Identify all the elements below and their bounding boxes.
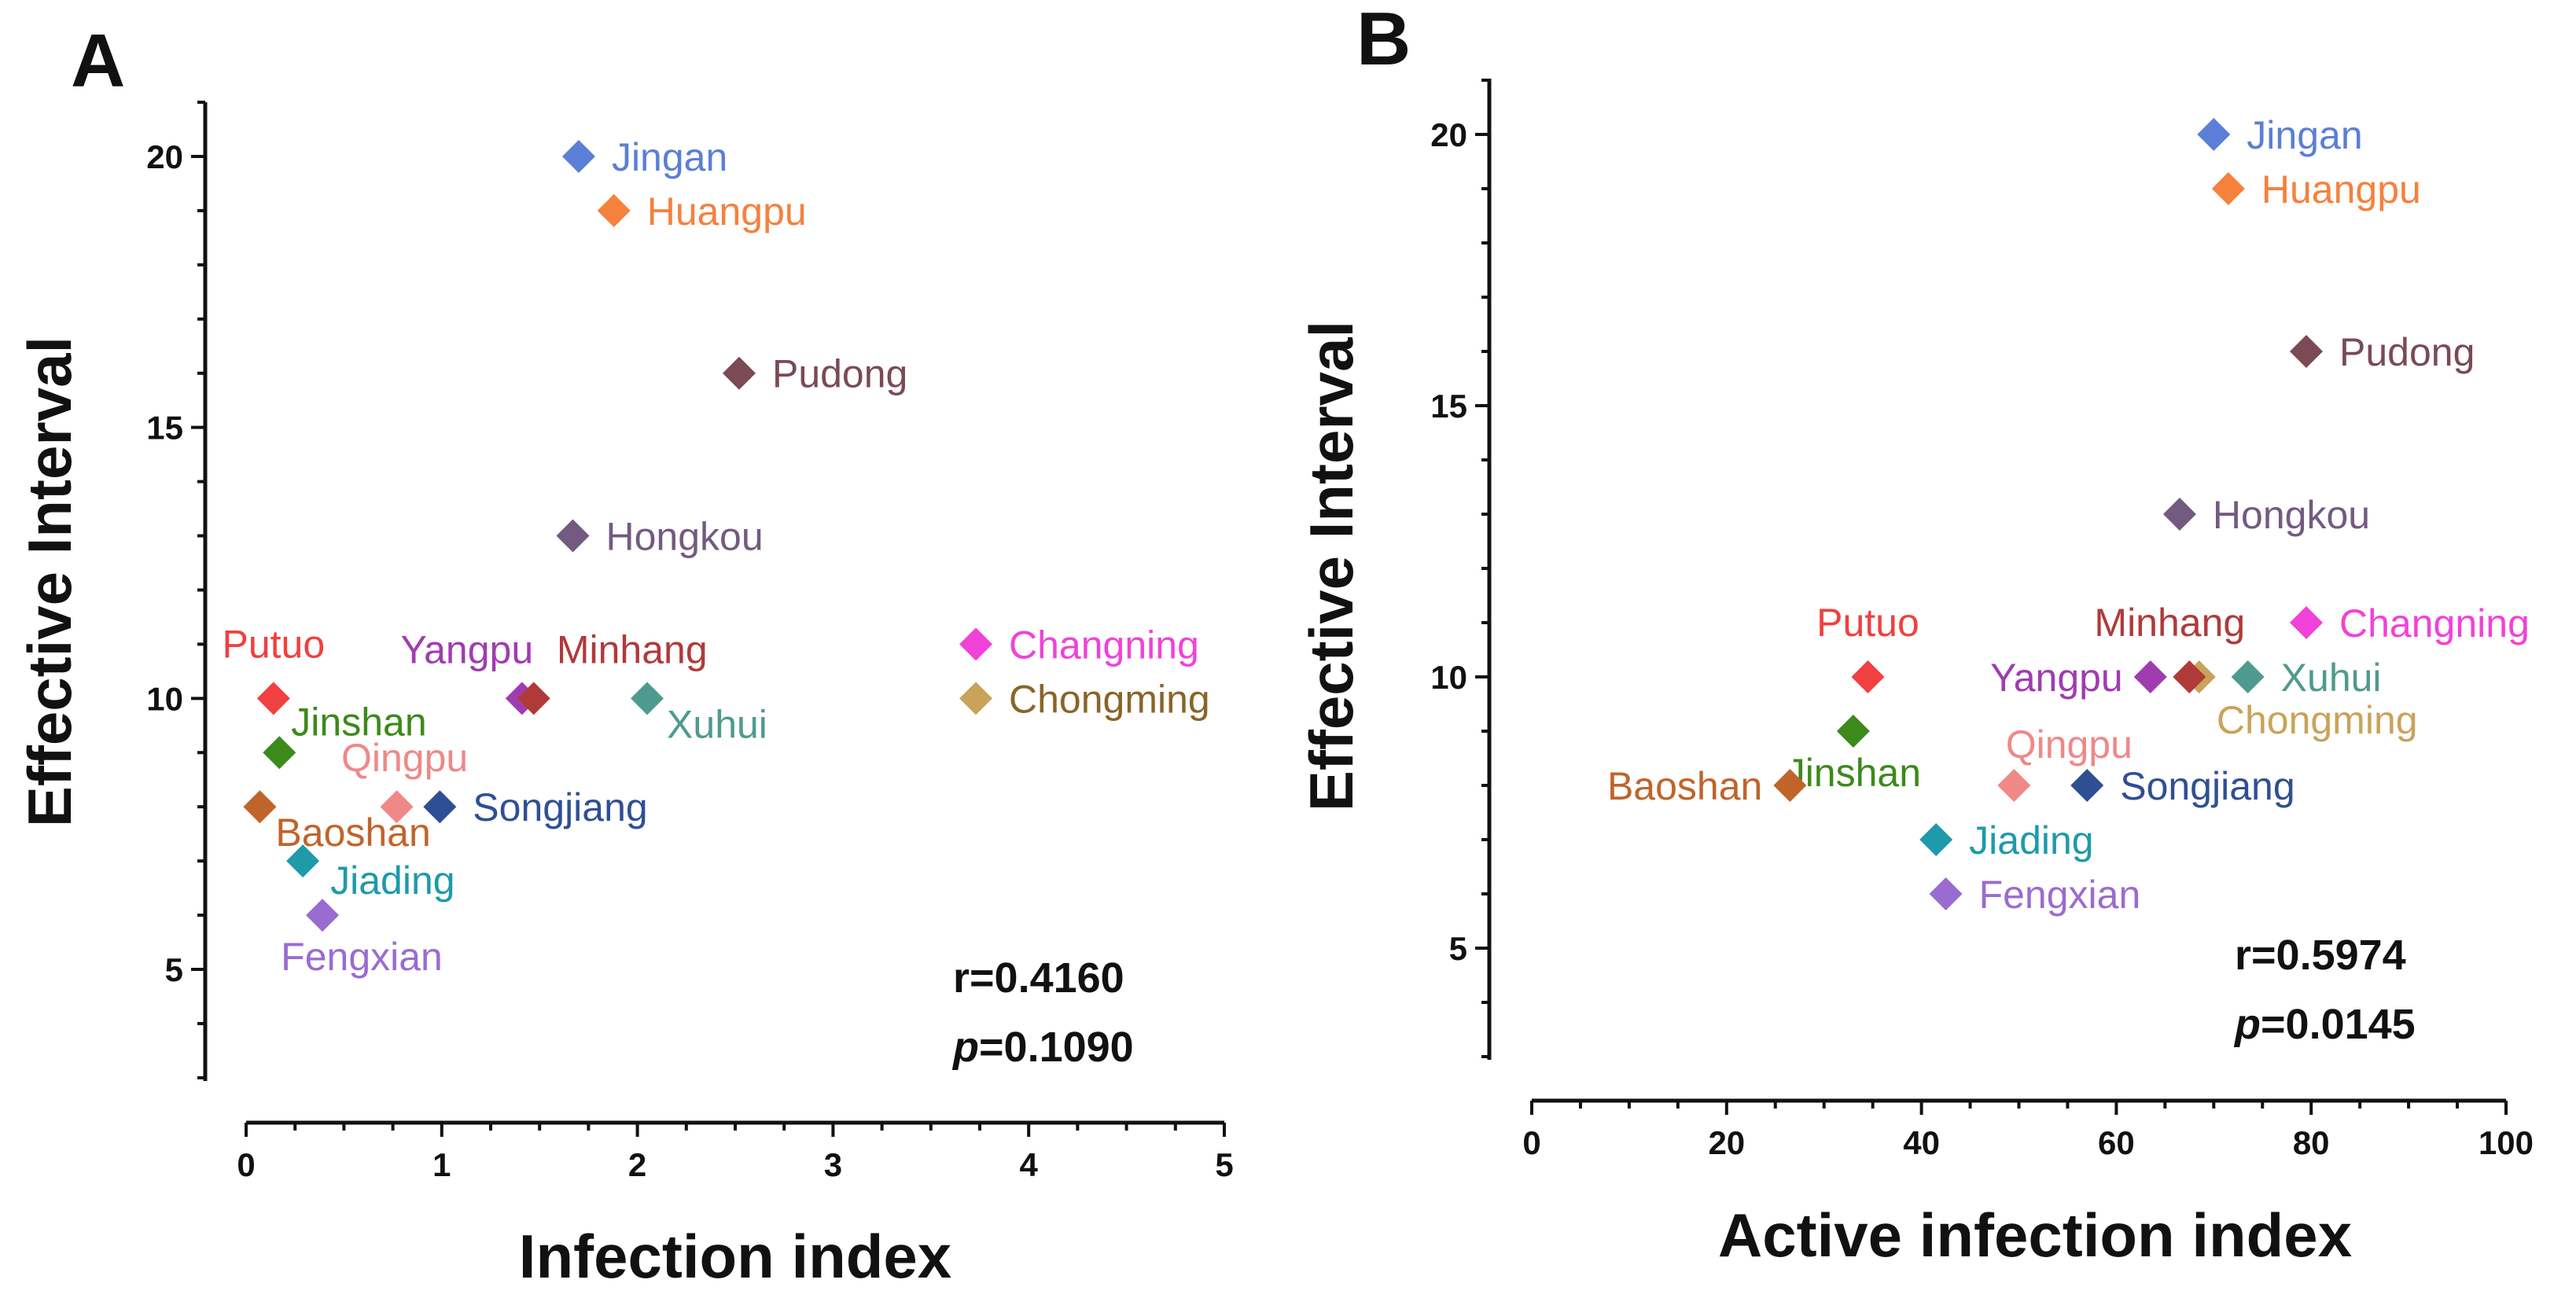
y-tick-label: 5 xyxy=(1449,930,1467,967)
panel-label: B xyxy=(1356,0,1411,81)
x-tick-label: 3 xyxy=(824,1146,842,1183)
data-point-minhang xyxy=(2173,660,2206,693)
point-label-hongkou: Hongkou xyxy=(605,515,763,559)
y-axis-title: Effective Interval xyxy=(15,336,84,827)
y-tick-label: 20 xyxy=(1430,116,1467,153)
point-label-changning: Changning xyxy=(2339,601,2530,645)
point-label-putuo: Putuo xyxy=(1816,601,1919,645)
data-point-huangpu xyxy=(597,193,631,227)
data-point-qingpu xyxy=(380,790,414,824)
x-tick-label: 80 xyxy=(2293,1124,2330,1161)
data-point-changning xyxy=(2290,606,2324,639)
data-point-xuhui xyxy=(2231,660,2265,693)
point-label-fengxian: Fengxian xyxy=(281,935,443,979)
x-tick-label: 4 xyxy=(1020,1146,1039,1183)
x-axis-title: Active infection index xyxy=(1718,1201,2352,1270)
data-point-qingpu xyxy=(1997,769,2031,802)
point-label-songjiang: Songjiang xyxy=(473,785,647,829)
panel-b: B 5 10 15 20 0 20 40 60 80 100 Active infection ind… xyxy=(1297,0,2534,1270)
point-label-jinshan: Jinshan xyxy=(1786,751,1921,795)
point-label-jiading: Jiading xyxy=(1969,818,2093,862)
data-point-songjiang xyxy=(2070,769,2104,802)
point-label-minhang: Minhang xyxy=(2094,601,2245,645)
panel-label: A xyxy=(71,19,125,103)
p-symbol: p xyxy=(2233,1001,2261,1048)
data-point-pudong xyxy=(2290,335,2324,368)
point-label-yangpu: Yangpu xyxy=(400,627,533,671)
point-label-huangpu: Huangpu xyxy=(647,189,807,233)
x-tick-label: 100 xyxy=(2478,1124,2534,1161)
data-point-hongkou xyxy=(2162,498,2196,531)
point-label-pudong: Pudong xyxy=(772,352,907,396)
panel-a: A 5 10 15 20 0 1 2 3 4 5 Infection index Effective I… xyxy=(15,19,1234,1291)
x-tick-label: 1 xyxy=(432,1146,451,1183)
point-label-xuhui: Xuhui xyxy=(667,702,767,746)
point-label-jingan: Jingan xyxy=(2247,113,2362,157)
y-tick-label: 20 xyxy=(146,138,183,175)
data-point-putuo xyxy=(256,682,290,715)
data-point-jingan xyxy=(2197,118,2231,151)
x-axis-title: Infection index xyxy=(519,1222,951,1291)
point-label-xuhui: Xuhui xyxy=(2281,656,2382,700)
x-tick-label: 5 xyxy=(1215,1146,1233,1183)
point-label-jiading: Jiading xyxy=(330,859,454,903)
point-label-chongming: Chongming xyxy=(1009,677,1210,721)
x-tick-label: 40 xyxy=(1903,1124,1940,1161)
data-point-jingan xyxy=(561,140,595,173)
y-axis-title: Effective Interval xyxy=(1297,321,1366,811)
y-tick-label: 15 xyxy=(1430,388,1467,425)
data-point-jiading xyxy=(1919,823,1953,856)
data-point-xuhui xyxy=(631,682,664,715)
x-tick-label: 20 xyxy=(1708,1124,1745,1161)
point-label-songjiang: Songjiang xyxy=(2120,764,2294,808)
data-point-minhang xyxy=(517,682,550,715)
x-tick-label: 0 xyxy=(1522,1124,1540,1161)
data-point-yangpu xyxy=(2133,660,2167,693)
data-point-chongming xyxy=(959,682,993,715)
y-tick-label: 15 xyxy=(146,410,183,447)
correlation-r: r=0.5974 xyxy=(2235,932,2406,979)
p-value: p=0.0145 xyxy=(2233,1001,2416,1048)
data-point-putuo xyxy=(1851,660,1885,693)
point-label-hongkou: Hongkou xyxy=(2213,493,2370,537)
p-symbol: p xyxy=(951,1024,979,1071)
point-label-baoshan: Baoshan xyxy=(1607,764,1762,808)
point-label-jinshan: Jinshan xyxy=(291,700,426,744)
data-point-fengxian xyxy=(306,899,340,932)
data-point-hongkou xyxy=(556,519,590,553)
x-tick-label: 2 xyxy=(628,1146,646,1183)
y-tick-label: 5 xyxy=(165,951,183,988)
point-label-qingpu: Qingpu xyxy=(2006,723,2133,767)
x-tick-label: 0 xyxy=(237,1146,255,1183)
point-label-jingan: Jingan xyxy=(612,135,727,179)
point-label-pudong: Pudong xyxy=(2339,330,2475,374)
data-point-songjiang xyxy=(423,790,457,824)
data-point-huangpu xyxy=(2211,172,2245,205)
y-tick-label: 10 xyxy=(1430,659,1467,696)
correlation-r: r=0.4160 xyxy=(953,954,1124,1002)
y-tick-label: 10 xyxy=(146,680,183,717)
p-value-number: =0.0145 xyxy=(2261,1001,2416,1048)
point-label-fengxian: Fengxian xyxy=(1979,873,2141,917)
p-value-number: =0.1090 xyxy=(979,1024,1134,1071)
point-label-qingpu: Qingpu xyxy=(341,736,468,780)
point-label-chongming: Chongming xyxy=(2217,698,2418,742)
data-point-baoshan xyxy=(243,790,277,824)
data-point-fengxian xyxy=(1929,877,1963,910)
point-label-minhang: Minhang xyxy=(557,627,708,671)
point-label-yangpu: Yangpu xyxy=(1990,656,2123,700)
data-point-jiading xyxy=(286,844,320,878)
point-label-putuo: Putuo xyxy=(222,622,325,666)
data-point-changning xyxy=(959,627,993,661)
p-value: p=0.1090 xyxy=(951,1024,1134,1071)
point-label-huangpu: Huangpu xyxy=(2261,167,2421,211)
data-point-jinshan xyxy=(1836,715,1870,748)
data-point-jinshan xyxy=(263,736,296,770)
data-point-baoshan xyxy=(1773,769,1807,802)
data-point-pudong xyxy=(722,356,756,390)
point-label-baoshan: Baoshan xyxy=(275,811,430,855)
x-tick-label: 60 xyxy=(2098,1124,2135,1161)
point-label-changning: Changning xyxy=(1009,623,1199,667)
